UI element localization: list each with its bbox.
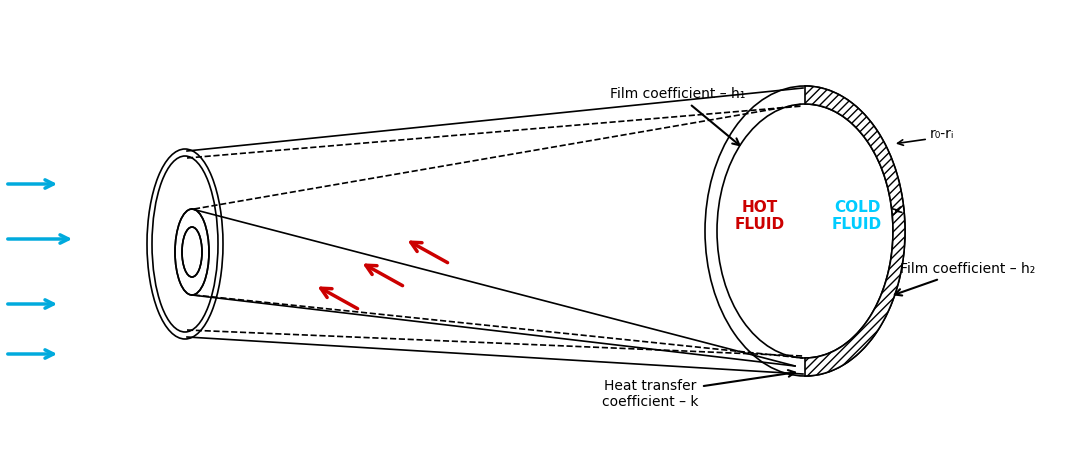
Text: r₀-rᵢ: r₀-rᵢ [930,127,954,141]
Text: Film coefficient – h₁: Film coefficient – h₁ [610,87,745,145]
Text: Heat transfer
coefficient – k: Heat transfer coefficient – k [602,370,795,409]
Polygon shape [805,86,905,376]
Text: COLD
FLUID: COLD FLUID [832,200,882,232]
Text: HOT
FLUID: HOT FLUID [735,200,785,232]
Text: Film coefficient – h₂: Film coefficient – h₂ [895,262,1035,295]
